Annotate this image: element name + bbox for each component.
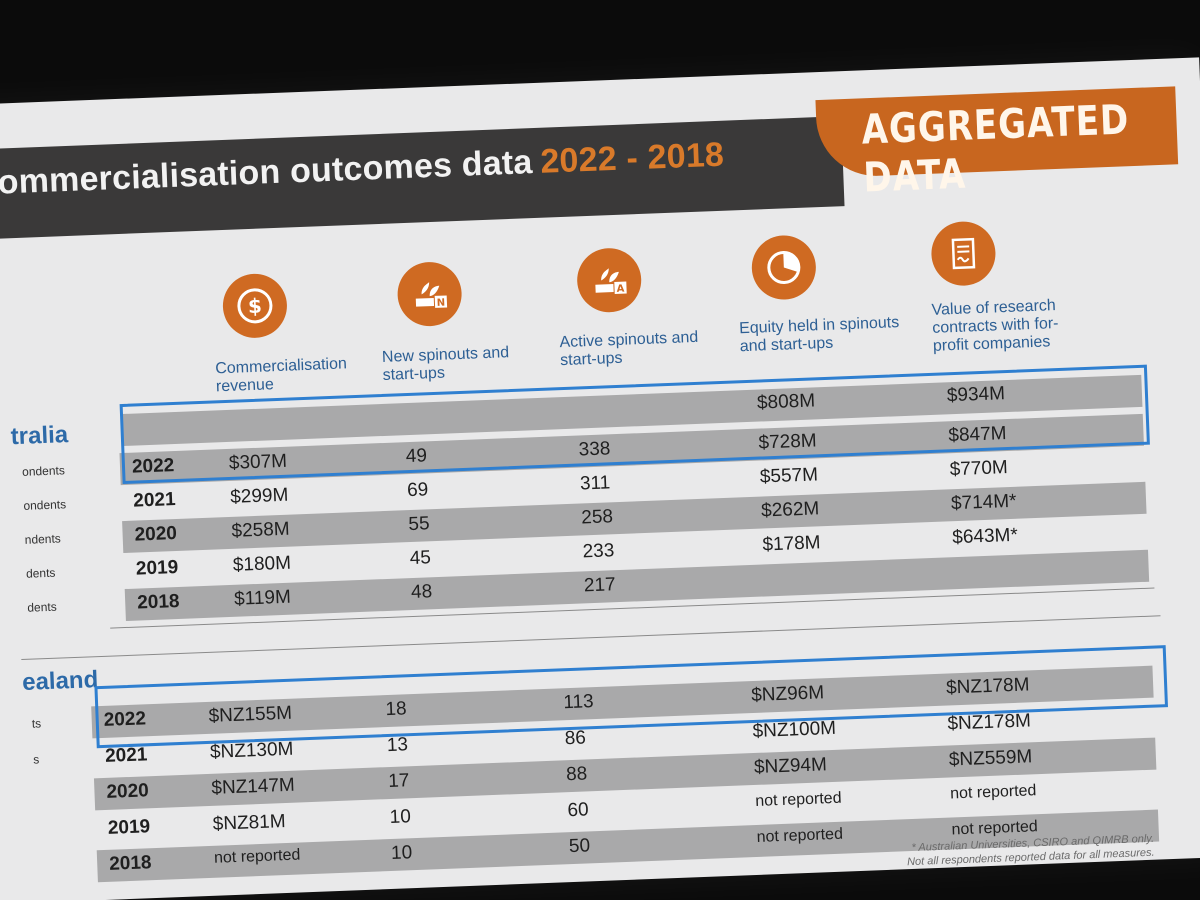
pie-chart-icon xyxy=(750,234,818,301)
au-respondents-label: dents xyxy=(27,599,57,615)
nz-cell-contracts: $NZ559M xyxy=(948,746,1033,771)
nz-cell-contracts: not reported xyxy=(949,782,1037,803)
au-cell-equity: $262M xyxy=(760,498,820,522)
nz-cell-active: 86 xyxy=(564,727,587,750)
nz-cell-active: 50 xyxy=(568,835,591,858)
nz-cell-new: 17 xyxy=(387,770,410,793)
au-respondents-label: dents xyxy=(25,565,56,581)
au-cell-contracts: $714M* xyxy=(950,490,1017,515)
svg-text:A: A xyxy=(616,284,624,295)
active-spinout-icon: A xyxy=(575,247,643,314)
region-label-new-zealand: ealand xyxy=(21,666,99,697)
au-cell-year: 2021 xyxy=(132,489,176,512)
au-respondents-label: ondents xyxy=(23,497,67,513)
au-cell-revenue: $299M xyxy=(229,484,289,508)
nz-cell-equity: not reported xyxy=(754,789,842,810)
nz-cell-new: 10 xyxy=(390,842,413,864)
nz-cell-year: 2020 xyxy=(106,780,150,803)
au-cell-equity: $178M xyxy=(762,532,821,556)
nz-cell-active: 60 xyxy=(567,799,590,822)
nz-cell-year: 2021 xyxy=(104,744,148,767)
nz-respondents-label: s xyxy=(32,752,40,767)
presentation-slide: Commercialisation outcomes data 2022 - 20… xyxy=(0,57,1200,900)
nz-cell-revenue: $NZ81M xyxy=(212,811,287,835)
au-cell-contracts: $770M xyxy=(949,457,1009,481)
au-cell-new: 69 xyxy=(406,479,429,502)
au-cell-new: 55 xyxy=(408,513,430,536)
nz-cell-revenue: not reported xyxy=(213,846,301,867)
au-cell-revenue: $119M xyxy=(233,586,292,610)
column-header-contracts: Value of research contracts with for-pro… xyxy=(931,297,1059,355)
au-cell-contracts: $643M* xyxy=(951,524,1019,549)
nz-cell-revenue: $NZ147M xyxy=(211,774,296,799)
nz-cell-year: 2018 xyxy=(108,852,152,875)
nz-respondents-label: ts xyxy=(31,716,42,731)
column-header-active-spinouts: Active spinouts and start-ups xyxy=(559,328,699,370)
region-label-australia: tralia xyxy=(10,421,69,451)
nz-cell-new: 13 xyxy=(386,734,409,757)
au-cell-active: 233 xyxy=(582,540,615,563)
au-cell-year: 2020 xyxy=(134,522,178,546)
au-cell-year: 2018 xyxy=(136,590,180,614)
aggregated-badge-text: AGGREGATED DATA xyxy=(860,96,1131,203)
svg-text:N: N xyxy=(437,298,446,309)
au-respondents-label: ndents xyxy=(24,531,62,547)
title-years: 2022 - 2018 xyxy=(539,135,725,181)
au-cell-active: 258 xyxy=(580,506,614,529)
dollar-icon: $ xyxy=(221,272,289,340)
svg-text:$: $ xyxy=(248,294,263,319)
column-header-new-spinouts: New spinouts and start-ups xyxy=(381,344,510,384)
nz-cell-equity: $NZ94M xyxy=(753,754,828,778)
au-cell-new: 48 xyxy=(410,581,433,604)
au-cell-new: 45 xyxy=(409,547,432,570)
nz-cell-new: 10 xyxy=(389,806,412,829)
new-spinout-icon: N xyxy=(396,260,463,328)
au-respondents-label: ondents xyxy=(21,463,66,479)
au-cell-revenue: $180M xyxy=(232,552,292,576)
au-cell-year: 2019 xyxy=(135,556,179,580)
au-cell-equity: $557M xyxy=(759,464,819,488)
contract-icon xyxy=(930,220,997,287)
au-cell-revenue: $258M xyxy=(231,518,291,542)
au-cell-active: 311 xyxy=(579,472,611,495)
nz-cell-active: 88 xyxy=(565,763,588,786)
column-header-equity: Equity held in spinouts and start-ups xyxy=(738,314,900,356)
au-cell-active: 217 xyxy=(583,574,617,597)
nz-cell-year: 2019 xyxy=(107,816,151,839)
column-header-revenue: Commercialisation revenue xyxy=(214,355,348,396)
